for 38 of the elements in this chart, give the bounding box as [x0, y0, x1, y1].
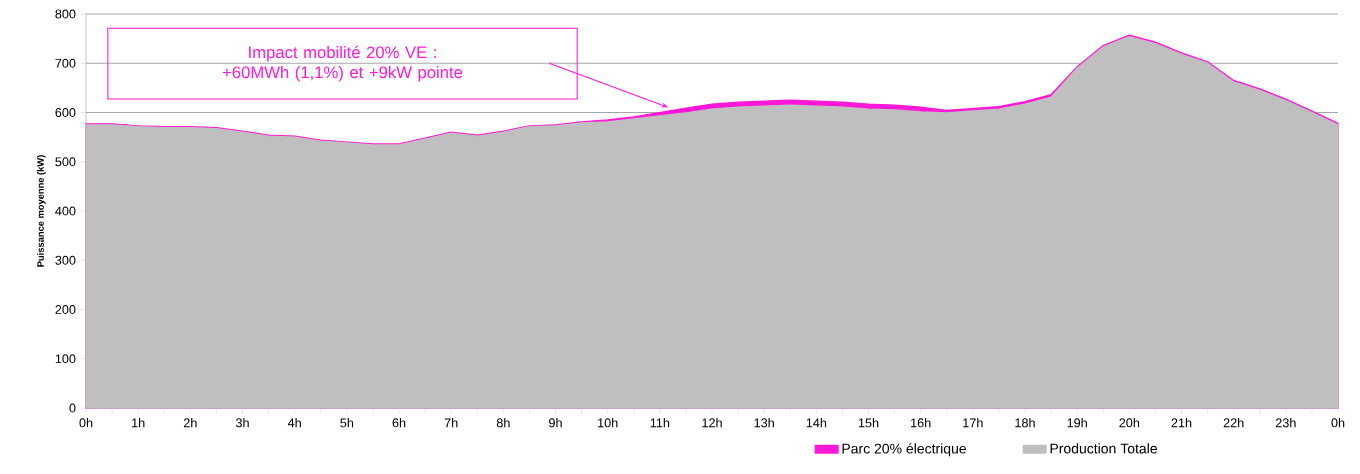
x-tick-label: 19h	[1067, 418, 1087, 428]
x-tick-label: 23h	[1275, 418, 1296, 428]
y-tick-label: 400	[55, 206, 76, 216]
x-tick-label: 22h	[1223, 418, 1244, 428]
x-tick-label: 7h	[444, 418, 458, 428]
x-tick-label: 8h	[496, 418, 510, 428]
y-tick-label: 300	[55, 255, 76, 265]
annotation: Impact mobilité 20% VE : +60MWh (1,1%) et +9kW pointe	[222, 45, 463, 82]
y-tick-label: 800	[55, 9, 76, 19]
legend-label: Parc 20% électrique	[842, 443, 966, 457]
y-axis-title: Puissance moyenne (kW)	[36, 155, 46, 267]
x-tick-label: 17h	[963, 418, 983, 428]
y-tick-label: 0	[69, 403, 76, 413]
x-tick-label: 0h	[79, 418, 93, 428]
x-tick-label: 4h	[287, 418, 301, 428]
x-tick-label: 2h	[183, 418, 197, 428]
x-tick-label: 1h	[132, 418, 145, 428]
y-tick-label: 700	[55, 58, 76, 68]
x-tick-label: 6h	[392, 418, 406, 428]
y-tick-label: 600	[55, 108, 76, 117]
x-tick-label: 12h	[702, 418, 722, 428]
y-tick-label: 500	[55, 157, 76, 167]
x-tick-label: 3h	[235, 418, 249, 428]
x-tick-label: 13h	[754, 418, 774, 428]
x-tick-label: 0h	[1331, 418, 1345, 428]
y-tick-label: 100	[55, 354, 76, 364]
x-tick-label: 16h	[911, 418, 931, 428]
x-tick-label: 14h	[806, 418, 827, 428]
x-tick-label: 9h	[549, 418, 562, 428]
x-tick-label: 18h	[1015, 418, 1035, 428]
x-tick-label: 21h	[1171, 418, 1192, 428]
x-tick-label: 20h	[1119, 418, 1140, 428]
y-tick-label: 200	[55, 305, 76, 314]
x-tick-label: 5h	[340, 418, 354, 428]
x-tick-label: 15h	[858, 418, 879, 428]
x-tick-label: 10h	[598, 418, 618, 428]
x-tick-label: 11h	[650, 418, 670, 428]
legend-label: Production Totale	[1050, 443, 1157, 454]
